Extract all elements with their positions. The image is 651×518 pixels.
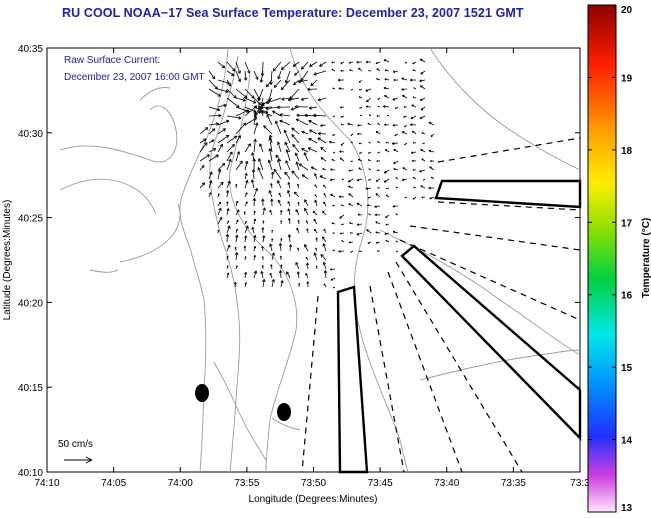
x-tick-label: 74:00: [168, 478, 193, 489]
colorbar-tick-label: 14: [621, 436, 633, 447]
annotation-line-2: December 23, 2007 16:00 GMT: [64, 72, 205, 83]
x-tick-label: 73:35: [501, 478, 526, 489]
plot-frame: [46, 47, 581, 473]
colorbar: [587, 4, 617, 513]
x-tick-label: 73:3: [570, 478, 590, 489]
colorbar-label: Temperature (°C): [641, 218, 651, 299]
colorbar-tick-label: 17: [621, 218, 633, 229]
y-tick-label: 40:20: [18, 298, 43, 309]
map-title: RU COOL NOAA−17 Sea Surface Temperature:…: [62, 6, 524, 20]
colorbar-ticks: 13 14 15 16 17 18 19 20: [588, 4, 633, 514]
annotation-line-1: Raw Surface Current:: [64, 55, 160, 66]
x-axis-ticks: 74:10 74:05 74:00 73:55 73:50 73:45 73:40 73:35…: [34, 48, 590, 489]
x-tick-label: 73:40: [434, 478, 459, 489]
y-tick-label: 40:25: [18, 214, 43, 225]
y-tick-label: 40:15: [18, 383, 43, 394]
y-tick-label: 40:30: [18, 129, 43, 140]
scale-label: 50 cm/s: [58, 439, 93, 450]
x-tick-label: 74:05: [101, 478, 126, 489]
y-axis-ticks: 40:10 40:15 40:20 40:25 40:30 40:35: [18, 44, 580, 479]
surface-current-vectors: [199, 58, 435, 289]
colorbar-tick-label: 20: [621, 5, 633, 16]
x-tick-label: 73:45: [368, 478, 393, 489]
radar-beam-outlines: [301, 137, 582, 474]
x-tick-label: 73:55: [234, 478, 259, 489]
y-tick-label: 40:35: [18, 44, 43, 55]
scale-arrow: [64, 456, 93, 464]
x-tick-label: 73:50: [301, 478, 326, 489]
colorbar-tick-label: 16: [621, 291, 633, 302]
colorbar-tick-label: 18: [621, 146, 633, 157]
y-tick-label: 40:10: [18, 468, 43, 479]
y-axis-label: Latitude (Degrees:Minutes): [2, 200, 13, 321]
colorbar-tick-label: 19: [621, 73, 633, 84]
station-marker: [277, 403, 291, 421]
colorbar-tick-label: 15: [621, 363, 633, 374]
x-tick-label: 74:10: [34, 478, 59, 489]
x-axis-label: Longitude (Degrees:Minutes): [249, 494, 378, 505]
station-marker: [195, 384, 209, 402]
colorbar-tick-label: 13: [621, 503, 633, 514]
